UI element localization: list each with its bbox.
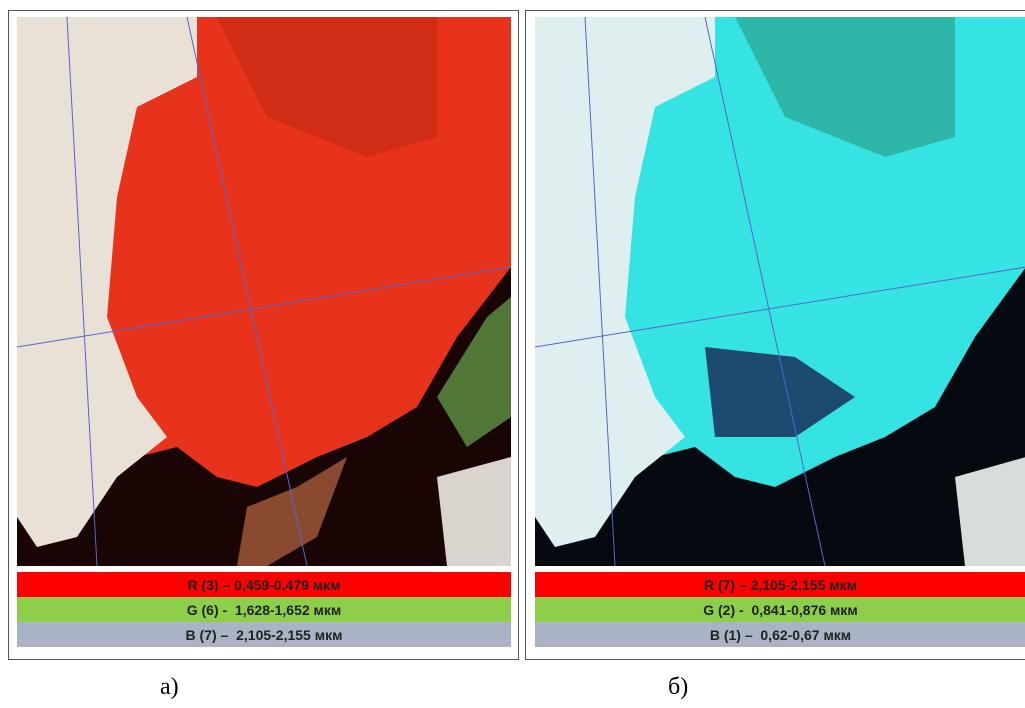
satellite-image-b <box>535 17 1025 566</box>
caption: а) <box>160 674 179 700</box>
legend-blue: B (7) – 2,105-2,155 мкм <box>17 622 511 647</box>
legend-green: G (6) - 1,628-1,652 мкм <box>17 597 511 622</box>
legend-red: R (3) – 0,459-0,479 мкм <box>17 572 511 597</box>
legend-blue: B (1) – 0,62-0,67 мкм <box>535 622 1025 647</box>
panel-b: R (7) – 2,105-2,155 мкм G (2) - 0,841-0,… <box>525 10 1025 660</box>
legend-green: G (2) - 0,841-0,876 мкм <box>535 597 1025 622</box>
satellite-image-a <box>17 17 511 566</box>
legend-red: R (7) – 2,105-2,155 мкм <box>535 572 1025 597</box>
caption: б) <box>668 674 689 700</box>
panel-a: R (3) – 0,459-0,479 мкм G (6) - 1,628-1,… <box>8 10 519 660</box>
